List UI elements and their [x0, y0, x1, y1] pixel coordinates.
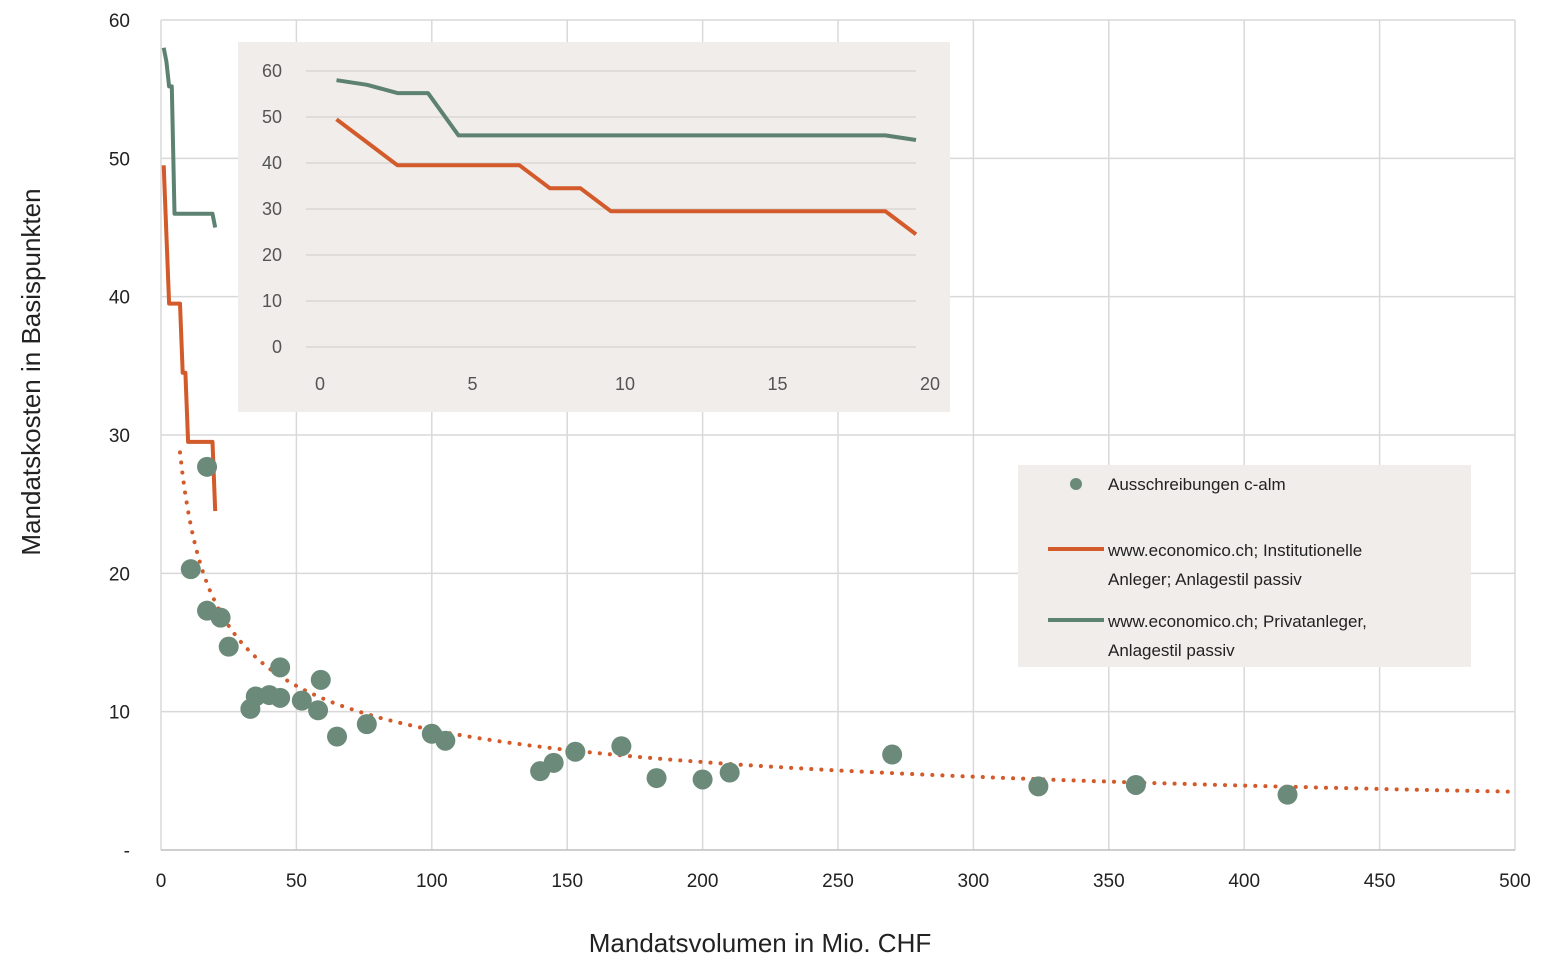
inset-y-tick-label: 10 [262, 291, 282, 311]
series-line-private [161, 47, 218, 228]
scatter-point [270, 657, 291, 678]
legend-label-institutional-line-1: www.economico.ch; Institutionelle [1107, 541, 1362, 560]
inset-x-tick-label: 10 [615, 374, 635, 394]
scatter-point [197, 456, 218, 477]
scatter-point [692, 769, 713, 790]
scatter-point [543, 752, 564, 773]
inset-x-tick-labels: 0 5 10 15 20 [315, 374, 940, 394]
inset-background [238, 42, 950, 412]
x-axis-title: Mandatsvolumen in Mio. CHF [589, 928, 931, 958]
inset-x-tick-label: 15 [767, 374, 787, 394]
inset-y-tick-label: 30 [262, 199, 282, 219]
scatter-point [1028, 776, 1049, 797]
scatter-point [210, 607, 231, 628]
main-x-tick-labels: 0 50 100 150 200 250 300 350 400 450 500 [156, 871, 1531, 892]
scatter-point [270, 687, 291, 708]
scatter-point [565, 741, 586, 762]
legend-background [1018, 465, 1471, 667]
main-x-tick-label: 150 [551, 871, 583, 892]
legend-label-institutional-line-2: Anleger; Anlagestil passiv [1108, 570, 1302, 589]
scatter-point [1277, 784, 1298, 805]
main-y-tick-labels: - 10 20 30 40 50 60 [109, 11, 130, 862]
inset-y-tick-label: 60 [262, 61, 282, 81]
legend-label-scatter: Ausschreibungen c-alm [1108, 475, 1286, 494]
legend-label-private-line-1: www.economico.ch; Privatanleger, [1107, 612, 1367, 631]
main-y-tick-label: 30 [109, 426, 130, 447]
scatter-point [291, 690, 312, 711]
scatter-point [611, 736, 632, 757]
scatter-point [646, 768, 667, 789]
series-line-institutional [161, 165, 218, 512]
main-x-tick-label: 400 [1228, 871, 1260, 892]
inset-line-institutional [335, 117, 918, 236]
scatter-point [435, 730, 456, 751]
inset-plot-series [335, 78, 918, 236]
main-y-tick-label: 20 [109, 564, 130, 585]
legend-label-private-line-2: Anlagestil passiv [1108, 641, 1235, 660]
scatter-point [327, 726, 348, 747]
main-x-tick-label: 250 [822, 871, 854, 892]
main-y-tick-label: 10 [109, 703, 130, 724]
inset-y-tick-label: 40 [262, 153, 282, 173]
main-y-tick-label: 60 [109, 11, 130, 32]
main-plot-series [161, 47, 1517, 805]
main-x-tick-label: 50 [286, 871, 307, 892]
inset-y-tick-label: 50 [262, 107, 282, 127]
scatter-point [218, 636, 239, 657]
scatter-point [308, 700, 329, 721]
inset-x-tick-label: 5 [467, 374, 477, 394]
main-x-tick-label: 350 [1093, 871, 1125, 892]
scatter-point [1125, 774, 1146, 795]
inset-y-tick-label: 0 [272, 337, 282, 357]
inset-x-tick-label: 0 [315, 374, 325, 394]
inset-line-private [336, 78, 917, 142]
main-x-tick-label: 300 [958, 871, 990, 892]
legend: Ausschreibungen c-alm www.economico.ch; … [1018, 465, 1471, 667]
inset-y-tick-labels: 0 10 20 30 40 50 60 [262, 61, 282, 357]
main-y-tick-label: 40 [109, 288, 130, 309]
scatter-point [310, 669, 331, 690]
main-x-tick-label: 100 [416, 871, 448, 892]
main-x-tick-label: 500 [1499, 871, 1531, 892]
main-y-tick-label: - [124, 841, 130, 862]
main-x-tick-label: 450 [1364, 871, 1396, 892]
inset-x-tick-label: 20 [920, 374, 940, 394]
legend-symbol-scatter [1070, 478, 1082, 490]
inset-chart: 0 10 20 30 40 50 60 0 5 10 15 20 [238, 42, 950, 412]
scatter-point [356, 714, 377, 735]
main-x-tick-label: 200 [687, 871, 719, 892]
scatter-point [180, 559, 201, 580]
scatter-point [719, 762, 740, 783]
inset-y-tick-label: 20 [262, 245, 282, 265]
main-y-tick-label: 50 [109, 149, 130, 170]
y-axis-title: Mandatskosten in Basispunkten [16, 188, 46, 555]
scatter-point [882, 744, 903, 765]
main-x-tick-label: 0 [156, 871, 167, 892]
